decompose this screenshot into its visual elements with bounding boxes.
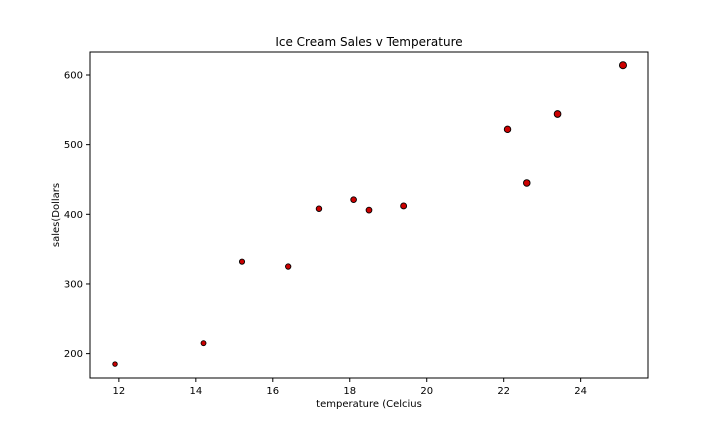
data-point	[365, 206, 373, 214]
data-point	[553, 110, 562, 118]
y-tick-label: 500	[64, 140, 83, 151]
data-point	[238, 258, 246, 265]
data-point	[503, 125, 512, 134]
x-tick-label: 24	[574, 386, 587, 397]
y-tick-label: 400	[64, 210, 83, 221]
y-axis: 200 300 400 500 600	[64, 70, 90, 360]
x-tick-label: 14	[189, 386, 202, 397]
data-point	[200, 340, 207, 347]
x-tick-label: 12	[112, 386, 125, 397]
data-point	[315, 205, 323, 212]
y-axis-label: sales(Dollars	[51, 183, 62, 247]
x-tick-label: 22	[497, 386, 510, 397]
y-tick-label: 300	[64, 279, 83, 290]
x-axis-label: temperature (Celcius	[316, 399, 422, 410]
data-point	[400, 202, 408, 210]
data-point	[523, 179, 531, 187]
data-points	[112, 61, 627, 367]
x-tick-label: 20	[420, 386, 433, 397]
data-point	[618, 61, 627, 70]
chart-title: Ice Cream Sales v Temperature	[275, 35, 462, 49]
data-point	[112, 361, 118, 367]
data-point	[350, 196, 357, 203]
x-tick-label: 16	[266, 386, 279, 397]
data-point	[285, 263, 292, 270]
x-axis: 12 14 16 18 20 22 24	[112, 378, 587, 397]
x-tick-label: 18	[343, 386, 356, 397]
plot-area	[89, 51, 649, 379]
y-tick-label: 600	[64, 70, 83, 81]
y-tick-label: 200	[64, 349, 83, 360]
